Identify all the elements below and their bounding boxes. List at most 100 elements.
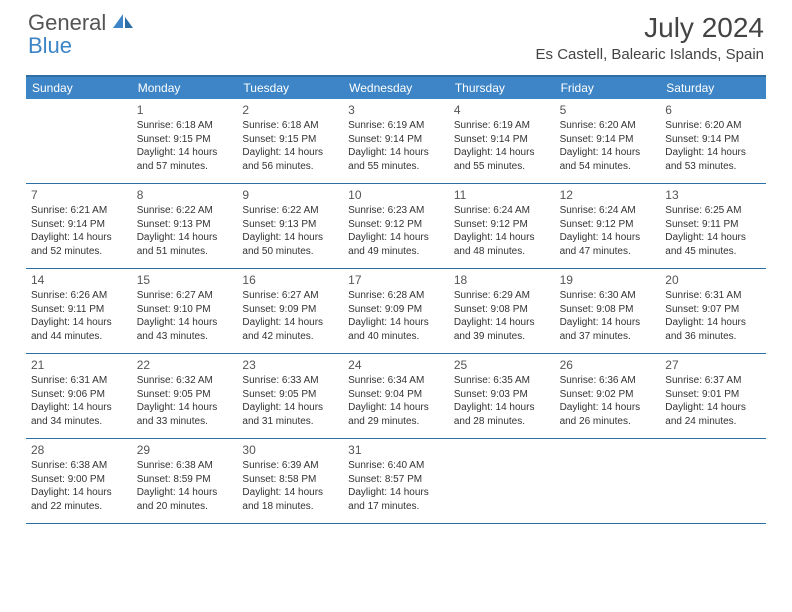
week-row: 21Sunrise: 6:31 AMSunset: 9:06 PMDayligh… xyxy=(26,354,766,439)
week-row: 1Sunrise: 6:18 AMSunset: 9:15 PMDaylight… xyxy=(26,99,766,184)
calendar-cell: 6Sunrise: 6:20 AMSunset: 9:14 PMDaylight… xyxy=(660,99,766,183)
day-number: 19 xyxy=(560,272,656,288)
cell-info-line: Sunrise: 6:18 AM xyxy=(137,119,233,133)
cell-info-line: Daylight: 14 hours xyxy=(454,316,550,330)
cell-info-line: and 34 minutes. xyxy=(31,415,127,429)
cell-info-line: and 52 minutes. xyxy=(31,245,127,259)
calendar-cell: 27Sunrise: 6:37 AMSunset: 9:01 PMDayligh… xyxy=(660,354,766,438)
cell-info-line: Daylight: 14 hours xyxy=(137,146,233,160)
cell-info-line: Daylight: 14 hours xyxy=(454,146,550,160)
cell-info-line: Daylight: 14 hours xyxy=(31,316,127,330)
day-number: 13 xyxy=(665,187,761,203)
calendar-cell: 20Sunrise: 6:31 AMSunset: 9:07 PMDayligh… xyxy=(660,269,766,353)
cell-info-line: Sunset: 8:57 PM xyxy=(348,473,444,487)
calendar-cell: 9Sunrise: 6:22 AMSunset: 9:13 PMDaylight… xyxy=(237,184,343,268)
cell-info-line: and 31 minutes. xyxy=(242,415,338,429)
cell-info-line: Sunset: 8:58 PM xyxy=(242,473,338,487)
cell-info-line: Daylight: 14 hours xyxy=(454,401,550,415)
calendar-cell: 19Sunrise: 6:30 AMSunset: 9:08 PMDayligh… xyxy=(555,269,661,353)
cell-info-line: Daylight: 14 hours xyxy=(31,231,127,245)
cell-info-line: and 53 minutes. xyxy=(665,160,761,174)
day-header: Monday xyxy=(132,77,238,99)
day-header: Thursday xyxy=(449,77,555,99)
cell-info-line: Daylight: 14 hours xyxy=(665,401,761,415)
cell-info-line: Sunset: 9:01 PM xyxy=(665,388,761,402)
day-header: Wednesday xyxy=(343,77,449,99)
cell-info-line: Sunrise: 6:40 AM xyxy=(348,459,444,473)
cell-info-line: and 26 minutes. xyxy=(560,415,656,429)
cell-info-line: Sunset: 9:05 PM xyxy=(137,388,233,402)
calendar-cell: 13Sunrise: 6:25 AMSunset: 9:11 PMDayligh… xyxy=(660,184,766,268)
cell-info-line: Sunset: 9:14 PM xyxy=(454,133,550,147)
calendar-cell: 24Sunrise: 6:34 AMSunset: 9:04 PMDayligh… xyxy=(343,354,449,438)
calendar-cell xyxy=(449,439,555,523)
day-header: Sunday xyxy=(26,77,132,99)
cell-info-line: and 24 minutes. xyxy=(665,415,761,429)
location-text: Es Castell, Balearic Islands, Spain xyxy=(536,46,764,63)
cell-info-line: Daylight: 14 hours xyxy=(137,316,233,330)
cell-info-line: Sunrise: 6:19 AM xyxy=(348,119,444,133)
cell-info-line: and 51 minutes. xyxy=(137,245,233,259)
cell-info-line: Sunset: 9:13 PM xyxy=(242,218,338,232)
day-number: 11 xyxy=(454,187,550,203)
cell-info-line: and 40 minutes. xyxy=(348,330,444,344)
calendar-cell: 21Sunrise: 6:31 AMSunset: 9:06 PMDayligh… xyxy=(26,354,132,438)
cell-info-line: Daylight: 14 hours xyxy=(348,146,444,160)
cell-info-line: and 54 minutes. xyxy=(560,160,656,174)
cell-info-line: and 28 minutes. xyxy=(454,415,550,429)
day-number: 22 xyxy=(137,357,233,373)
cell-info-line: Daylight: 14 hours xyxy=(665,146,761,160)
calendar: SundayMondayTuesdayWednesdayThursdayFrid… xyxy=(26,75,766,524)
cell-info-line: Sunset: 9:09 PM xyxy=(242,303,338,317)
day-header: Saturday xyxy=(660,77,766,99)
calendar-cell: 14Sunrise: 6:26 AMSunset: 9:11 PMDayligh… xyxy=(26,269,132,353)
calendar-cell: 22Sunrise: 6:32 AMSunset: 9:05 PMDayligh… xyxy=(132,354,238,438)
cell-info-line: Sunset: 9:05 PM xyxy=(242,388,338,402)
logo-word-1: General xyxy=(28,10,106,35)
cell-info-line: Sunrise: 6:32 AM xyxy=(137,374,233,388)
cell-info-line: and 55 minutes. xyxy=(454,160,550,174)
cell-info-line: Sunset: 9:09 PM xyxy=(348,303,444,317)
logo-word-2: Blue xyxy=(28,33,72,58)
cell-info-line: Sunrise: 6:29 AM xyxy=(454,289,550,303)
cell-info-line: Sunrise: 6:35 AM xyxy=(454,374,550,388)
logo: General Blue xyxy=(28,12,135,58)
day-number: 20 xyxy=(665,272,761,288)
cell-info-line: Daylight: 14 hours xyxy=(242,316,338,330)
cell-info-line: Daylight: 14 hours xyxy=(560,401,656,415)
calendar-cell xyxy=(555,439,661,523)
day-number: 27 xyxy=(665,357,761,373)
cell-info-line: Daylight: 14 hours xyxy=(31,486,127,500)
calendar-cell: 12Sunrise: 6:24 AMSunset: 9:12 PMDayligh… xyxy=(555,184,661,268)
cell-info-line: and 45 minutes. xyxy=(665,245,761,259)
cell-info-line: and 48 minutes. xyxy=(454,245,550,259)
cell-info-line: Sunset: 9:14 PM xyxy=(348,133,444,147)
cell-info-line: Sunset: 9:12 PM xyxy=(454,218,550,232)
day-number: 8 xyxy=(137,187,233,203)
cell-info-line: Sunrise: 6:36 AM xyxy=(560,374,656,388)
cell-info-line: Sunrise: 6:20 AM xyxy=(560,119,656,133)
day-number: 29 xyxy=(137,442,233,458)
cell-info-line: Daylight: 14 hours xyxy=(665,231,761,245)
cell-info-line: Sunrise: 6:24 AM xyxy=(454,204,550,218)
cell-info-line: Daylight: 14 hours xyxy=(560,316,656,330)
cell-info-line: Sunset: 9:14 PM xyxy=(665,133,761,147)
day-number: 21 xyxy=(31,357,127,373)
calendar-cell: 17Sunrise: 6:28 AMSunset: 9:09 PMDayligh… xyxy=(343,269,449,353)
cell-info-line: and 18 minutes. xyxy=(242,500,338,514)
cell-info-line: Sunrise: 6:37 AM xyxy=(665,374,761,388)
header: General Blue July 2024 Es Castell, Balea… xyxy=(0,0,792,69)
cell-info-line: Sunset: 9:12 PM xyxy=(348,218,444,232)
day-number: 18 xyxy=(454,272,550,288)
cell-info-line: and 44 minutes. xyxy=(31,330,127,344)
calendar-cell: 8Sunrise: 6:22 AMSunset: 9:13 PMDaylight… xyxy=(132,184,238,268)
cell-info-line: and 22 minutes. xyxy=(31,500,127,514)
day-number: 25 xyxy=(454,357,550,373)
cell-info-line: Sunrise: 6:20 AM xyxy=(665,119,761,133)
calendar-cell: 25Sunrise: 6:35 AMSunset: 9:03 PMDayligh… xyxy=(449,354,555,438)
calendar-cell: 23Sunrise: 6:33 AMSunset: 9:05 PMDayligh… xyxy=(237,354,343,438)
cell-info-line: Sunset: 9:12 PM xyxy=(560,218,656,232)
cell-info-line: Sunrise: 6:30 AM xyxy=(560,289,656,303)
cell-info-line: Sunset: 9:15 PM xyxy=(242,133,338,147)
day-number: 30 xyxy=(242,442,338,458)
